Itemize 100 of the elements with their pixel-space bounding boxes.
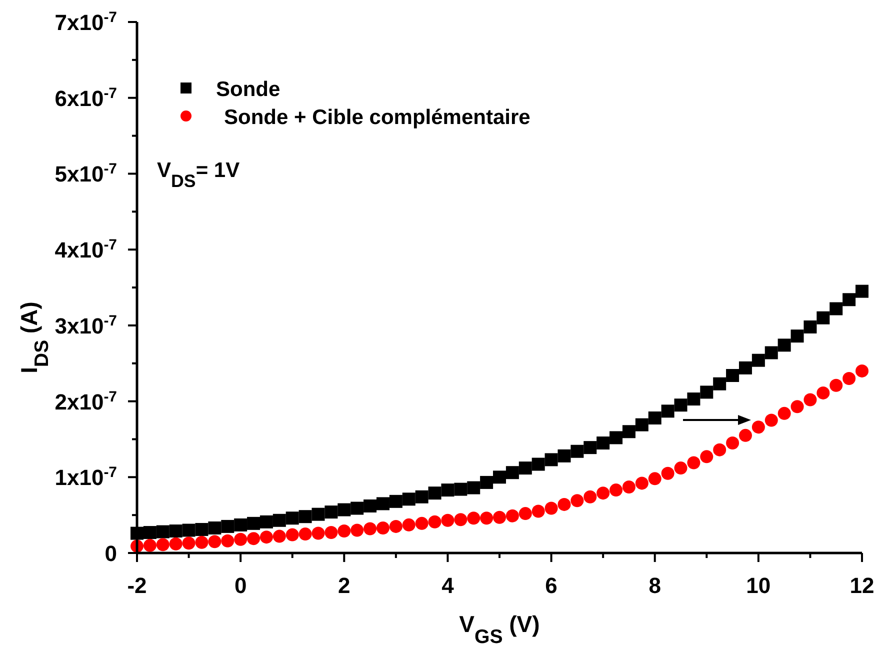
y-tick-label: 6x10$^{-7}$ [54, 84, 117, 111]
x-tick-label: 10 [746, 573, 771, 598]
point [648, 411, 662, 424]
point [221, 520, 234, 533]
annotation: V$_{DS}$= 1V [157, 159, 240, 191]
point [544, 502, 558, 515]
point [169, 524, 182, 538]
point [467, 512, 480, 525]
point [570, 444, 584, 458]
point [856, 284, 868, 298]
point [195, 536, 208, 549]
point [389, 494, 402, 508]
point [830, 302, 843, 316]
point [622, 425, 636, 438]
point [234, 532, 248, 546]
point [350, 524, 364, 537]
point [790, 400, 804, 414]
point [518, 507, 532, 520]
x-tick-label: 2 [338, 573, 350, 598]
point [441, 484, 454, 497]
point [182, 524, 196, 537]
point [272, 530, 286, 543]
x-tick-label: 8 [648, 573, 661, 598]
point [635, 418, 648, 432]
point [376, 521, 390, 534]
point [182, 536, 196, 550]
point [338, 524, 351, 538]
point [804, 393, 817, 406]
point [428, 486, 442, 500]
point [286, 512, 299, 525]
x-tick-label: 12 [850, 573, 874, 598]
x-tick-label: 4 [442, 573, 455, 598]
point [738, 361, 752, 374]
y-tick-label: 2x10$^{-7}$ [54, 388, 117, 414]
point [402, 492, 416, 506]
y-tick-label: 4x10$^{-7}$ [54, 236, 117, 263]
point [764, 414, 778, 427]
point [596, 486, 610, 500]
point [558, 498, 571, 511]
point [778, 406, 791, 420]
x-tick-label: -2 [127, 573, 147, 598]
point [713, 377, 726, 390]
x-tick-label: 0 [234, 573, 247, 598]
point [842, 372, 856, 386]
point [752, 420, 765, 434]
point [661, 404, 674, 418]
point [454, 482, 468, 496]
point [247, 532, 260, 546]
point [518, 462, 532, 475]
point [596, 436, 610, 450]
point [480, 512, 494, 525]
point [441, 514, 454, 527]
point [286, 528, 299, 542]
point [234, 518, 248, 532]
point [208, 535, 222, 548]
point [506, 466, 519, 480]
point [428, 515, 442, 528]
point [467, 481, 480, 494]
point [687, 392, 700, 406]
point [338, 503, 351, 516]
point [570, 494, 584, 508]
point [324, 526, 338, 540]
point [622, 480, 636, 494]
point [700, 386, 714, 399]
point [726, 436, 740, 450]
point [260, 530, 273, 544]
point [260, 515, 273, 528]
point [764, 346, 778, 360]
point [402, 518, 416, 532]
point [415, 490, 428, 504]
point [790, 330, 804, 343]
point [532, 504, 545, 518]
point [584, 441, 597, 454]
point [738, 428, 752, 442]
point [610, 484, 623, 497]
point [778, 338, 791, 352]
point [830, 378, 843, 392]
y-tick-label: 3x10$^{-7}$ [54, 312, 117, 338]
point [506, 509, 519, 522]
point [661, 466, 674, 480]
point [816, 386, 830, 400]
point [700, 450, 714, 464]
point [195, 522, 208, 536]
point [364, 499, 377, 512]
point [816, 311, 830, 324]
y-tick-label: 0 [104, 541, 117, 566]
point [415, 516, 428, 530]
point [247, 516, 260, 530]
point [480, 476, 494, 489]
point [804, 320, 817, 334]
point [312, 508, 325, 521]
point [324, 506, 338, 519]
point [842, 293, 856, 306]
point [558, 449, 571, 462]
x-axis-title: V$_{GS}$ (V) [459, 611, 540, 647]
point [532, 458, 545, 471]
point [298, 528, 312, 541]
legend-label: Sonde + Cible complémentaire [224, 106, 530, 129]
point [726, 368, 740, 382]
point [454, 513, 468, 526]
